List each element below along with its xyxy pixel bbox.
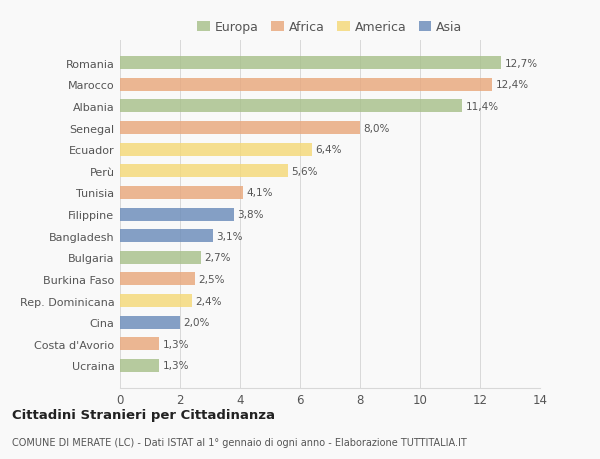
Text: 8,0%: 8,0%	[364, 123, 390, 133]
Text: COMUNE DI MERATE (LC) - Dati ISTAT al 1° gennaio di ogni anno - Elaborazione TUT: COMUNE DI MERATE (LC) - Dati ISTAT al 1°…	[12, 437, 467, 447]
Text: 3,8%: 3,8%	[238, 210, 264, 219]
Bar	[120, 143, 312, 157]
Text: 2,5%: 2,5%	[199, 274, 225, 284]
Text: 2,7%: 2,7%	[205, 253, 231, 263]
Text: Cittadini Stranieri per Cittadinanza: Cittadini Stranieri per Cittadinanza	[12, 408, 275, 421]
Text: 11,4%: 11,4%	[466, 102, 499, 112]
Bar	[120, 78, 492, 92]
Bar	[120, 294, 192, 308]
Bar	[120, 100, 462, 113]
Text: 3,1%: 3,1%	[217, 231, 243, 241]
Bar	[120, 230, 213, 243]
Bar	[120, 337, 159, 351]
Bar	[120, 273, 195, 286]
Bar	[120, 57, 501, 70]
Text: 1,3%: 1,3%	[163, 339, 189, 349]
Text: 1,3%: 1,3%	[163, 361, 189, 370]
Text: 2,4%: 2,4%	[196, 296, 222, 306]
Bar	[120, 122, 360, 135]
Bar	[120, 316, 180, 329]
Text: 4,1%: 4,1%	[247, 188, 273, 198]
Bar	[120, 165, 288, 178]
Legend: Europa, Africa, America, Asia: Europa, Africa, America, Asia	[193, 17, 467, 39]
Bar	[120, 251, 201, 264]
Text: 2,0%: 2,0%	[184, 318, 210, 327]
Text: 12,7%: 12,7%	[505, 59, 538, 68]
Text: 6,4%: 6,4%	[316, 145, 342, 155]
Bar	[120, 208, 234, 221]
Text: 5,6%: 5,6%	[292, 167, 318, 176]
Bar	[120, 186, 243, 200]
Bar	[120, 359, 159, 372]
Text: 12,4%: 12,4%	[496, 80, 529, 90]
